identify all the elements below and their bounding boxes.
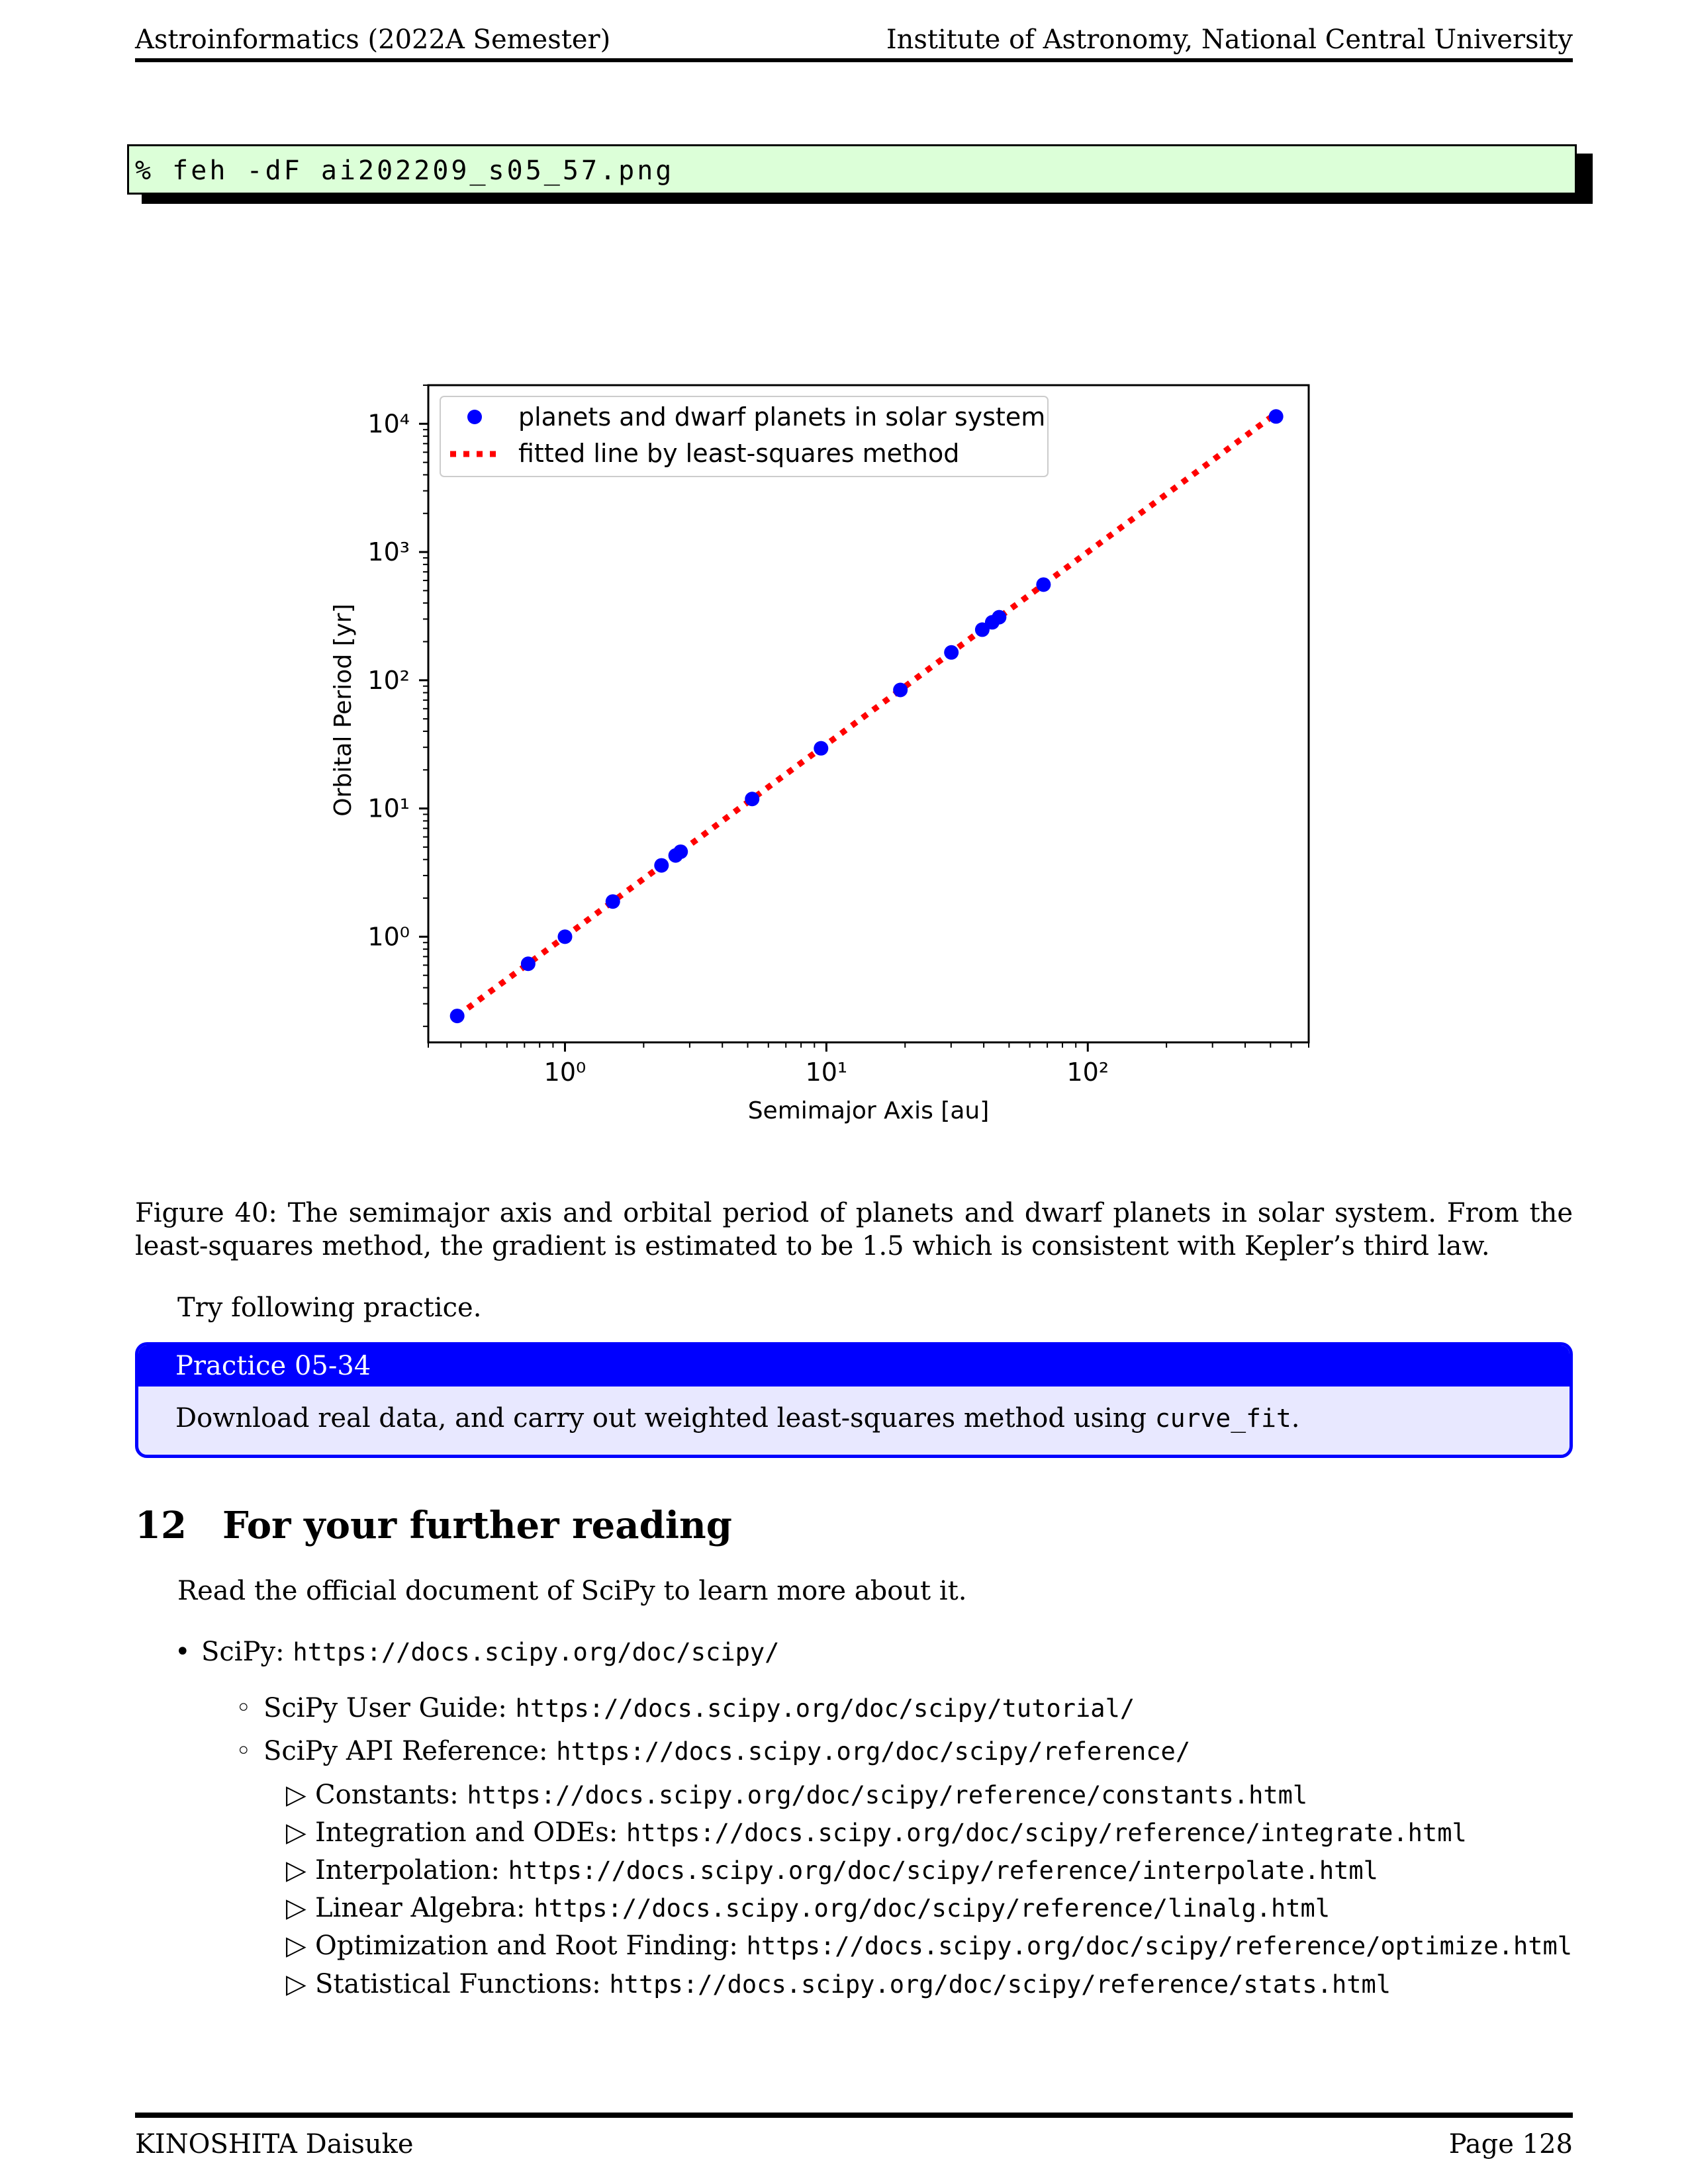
link-url[interactable]: https://docs.scipy.org/doc/scipy/referen… (626, 1819, 1467, 1847)
link-url[interactable]: https://docs.scipy.org/doc/scipy/referen… (534, 1894, 1331, 1923)
x-tick-label: 10² (1066, 1058, 1109, 1087)
data-point (893, 682, 908, 698)
command-box (127, 144, 1577, 195)
running-footer-left: KINOSHITA Daisuke (135, 2129, 414, 2160)
link-label: Optimization and Root Finding: (315, 1931, 747, 1961)
triangle-marker: ▷ (286, 1817, 306, 1848)
data-point (814, 741, 829, 756)
practice-box: Practice 05-34 Download real data, and c… (135, 1342, 1573, 1458)
footer-rule (135, 2113, 1573, 2118)
data-point (449, 1009, 465, 1024)
link-label: Constants: (315, 1780, 467, 1810)
legend-box (440, 396, 1049, 477)
link-label: Interpolation: (315, 1855, 508, 1886)
figure-caption: Figure 40: The semimajor axis and orbita… (135, 1198, 1573, 1261)
circle-marker: ◦ (236, 1693, 252, 1723)
link-url[interactable]: https://docs.scipy.org/doc/scipy/tutoria… (515, 1694, 1135, 1723)
y-tick-label: 10⁴ (367, 409, 410, 438)
running-footer-right: Page 128 (1448, 2129, 1573, 2160)
figure-40-chart: 10⁰ 10¹ 10² 10⁰ 10¹ 10² 10³ 10⁴ Semimajor Axis … (330, 384, 1310, 1124)
section-heading: 12 For your further reading (135, 1502, 732, 1549)
link-label: Statistical Functions: (315, 1969, 610, 1999)
practice-code: curve_fit (1154, 1404, 1291, 1433)
link-url[interactable]: https://docs.scipy.org/doc/scipy/referen… (508, 1856, 1378, 1885)
list-item-linalg: ▷ Linear Algebra: https://docs.scipy.org/… (286, 1891, 1330, 1926)
link-url[interactable]: https://docs.scipy.org/doc/scipy/referen… (467, 1781, 1308, 1809)
triangle-marker: ▷ (286, 1855, 306, 1886)
data-point (605, 894, 620, 909)
legend-label-planets: planets and dwarf planets in solar syste… (518, 402, 1045, 432)
data-point (520, 956, 536, 972)
data-point (557, 929, 573, 944)
x-tick-label: 10⁰ (544, 1058, 586, 1087)
triangle-marker: ▷ (286, 1931, 306, 1961)
link-label: SciPy API Reference: (263, 1736, 557, 1766)
data-point (745, 792, 760, 807)
section-number: 12 (135, 1504, 187, 1547)
practice-intro: Try following practice. (177, 1293, 482, 1323)
data-point (974, 622, 990, 637)
list-item-constants: ▷ Constants: https://docs.scipy.org/doc/s… (286, 1778, 1307, 1813)
data-point (1036, 577, 1051, 592)
link-url[interactable]: https://docs.scipy.org/doc/scipy/referen… (746, 1932, 1573, 1960)
fitted-line (455, 411, 1278, 1019)
y-tick-label: 10² (367, 666, 410, 695)
list-item-integrate: ▷ Integration and ODEs: https://docs.scip… (286, 1815, 1467, 1850)
triangle-marker: ▷ (286, 1893, 306, 1923)
section-title: For your further reading (222, 1504, 732, 1547)
data-point (673, 844, 688, 859)
x-axis-label: Semimajor Axis [au] (748, 1097, 990, 1124)
triangle-marker: ▷ (286, 1780, 306, 1810)
list-item-api-reference: ◦ SciPy API Reference: https://docs.scipy… (236, 1734, 1190, 1769)
link-url[interactable]: https://docs.scipy.org/doc/scipy/referen… (556, 1737, 1191, 1766)
list-item-interpolate: ▷ Interpolation: https://docs.scipy.org/d… (286, 1853, 1378, 1888)
link-url[interactable]: https://docs.scipy.org/doc/scipy/ (293, 1638, 780, 1666)
link-label: Integration and ODEs: (315, 1817, 627, 1848)
practice-end: . (1291, 1403, 1300, 1433)
link-url[interactable]: https://docs.scipy.org/doc/scipy/referen… (609, 1970, 1391, 1999)
legend-label-fit: fitted line by least-squares method (518, 439, 959, 468)
practice-title: Practice 05-34 (138, 1345, 1570, 1387)
practice-body: Download real data, and carry out weight… (138, 1387, 1570, 1435)
link-label: SciPy User Guide: (263, 1693, 516, 1723)
data-point (992, 610, 1007, 625)
command-text: % feh -dF ai202209_s05_57.png (135, 156, 675, 186)
list-item-scipy: • SciPy: https://docs.scipy.org/doc/scipy… (175, 1635, 779, 1670)
triangle-marker: ▷ (286, 1969, 306, 1999)
running-header-left: Astroinformatics (2022A Semester) (135, 24, 611, 55)
y-axis-label: Orbital Period [yr] (330, 604, 357, 817)
y-tick-label: 10¹ (367, 794, 410, 823)
list-item-optimize: ▷ Optimization and Root Finding: https://… (286, 1929, 1572, 1964)
legend-marker-planets (467, 410, 482, 424)
list-item-user-guide: ◦ SciPy User Guide: https://docs.scipy.or… (236, 1691, 1135, 1726)
data-point (944, 645, 959, 660)
header-rule (135, 58, 1573, 62)
data-point (1268, 409, 1284, 424)
practice-text: Download real data, and carry out weight… (175, 1403, 1155, 1433)
y-tick-label: 10³ (367, 537, 410, 567)
bullet-marker: • (175, 1637, 191, 1667)
list-item-stats: ▷ Statistical Functions: https://docs.sci… (286, 1967, 1391, 2002)
running-header-right: Institute of Astronomy, National Central… (886, 24, 1573, 55)
link-label: Linear Algebra: (315, 1893, 534, 1923)
data-point (654, 858, 669, 873)
legend: planets and dwarf planets in solar syste… (440, 396, 1049, 477)
y-tick-label: 10⁰ (367, 922, 410, 951)
plot-frame (427, 384, 1310, 1044)
link-label: SciPy: (201, 1637, 293, 1667)
x-tick-label: 10¹ (806, 1058, 848, 1087)
section-intro: Read the official document of SciPy to l… (177, 1576, 967, 1606)
circle-marker: ◦ (236, 1736, 252, 1766)
